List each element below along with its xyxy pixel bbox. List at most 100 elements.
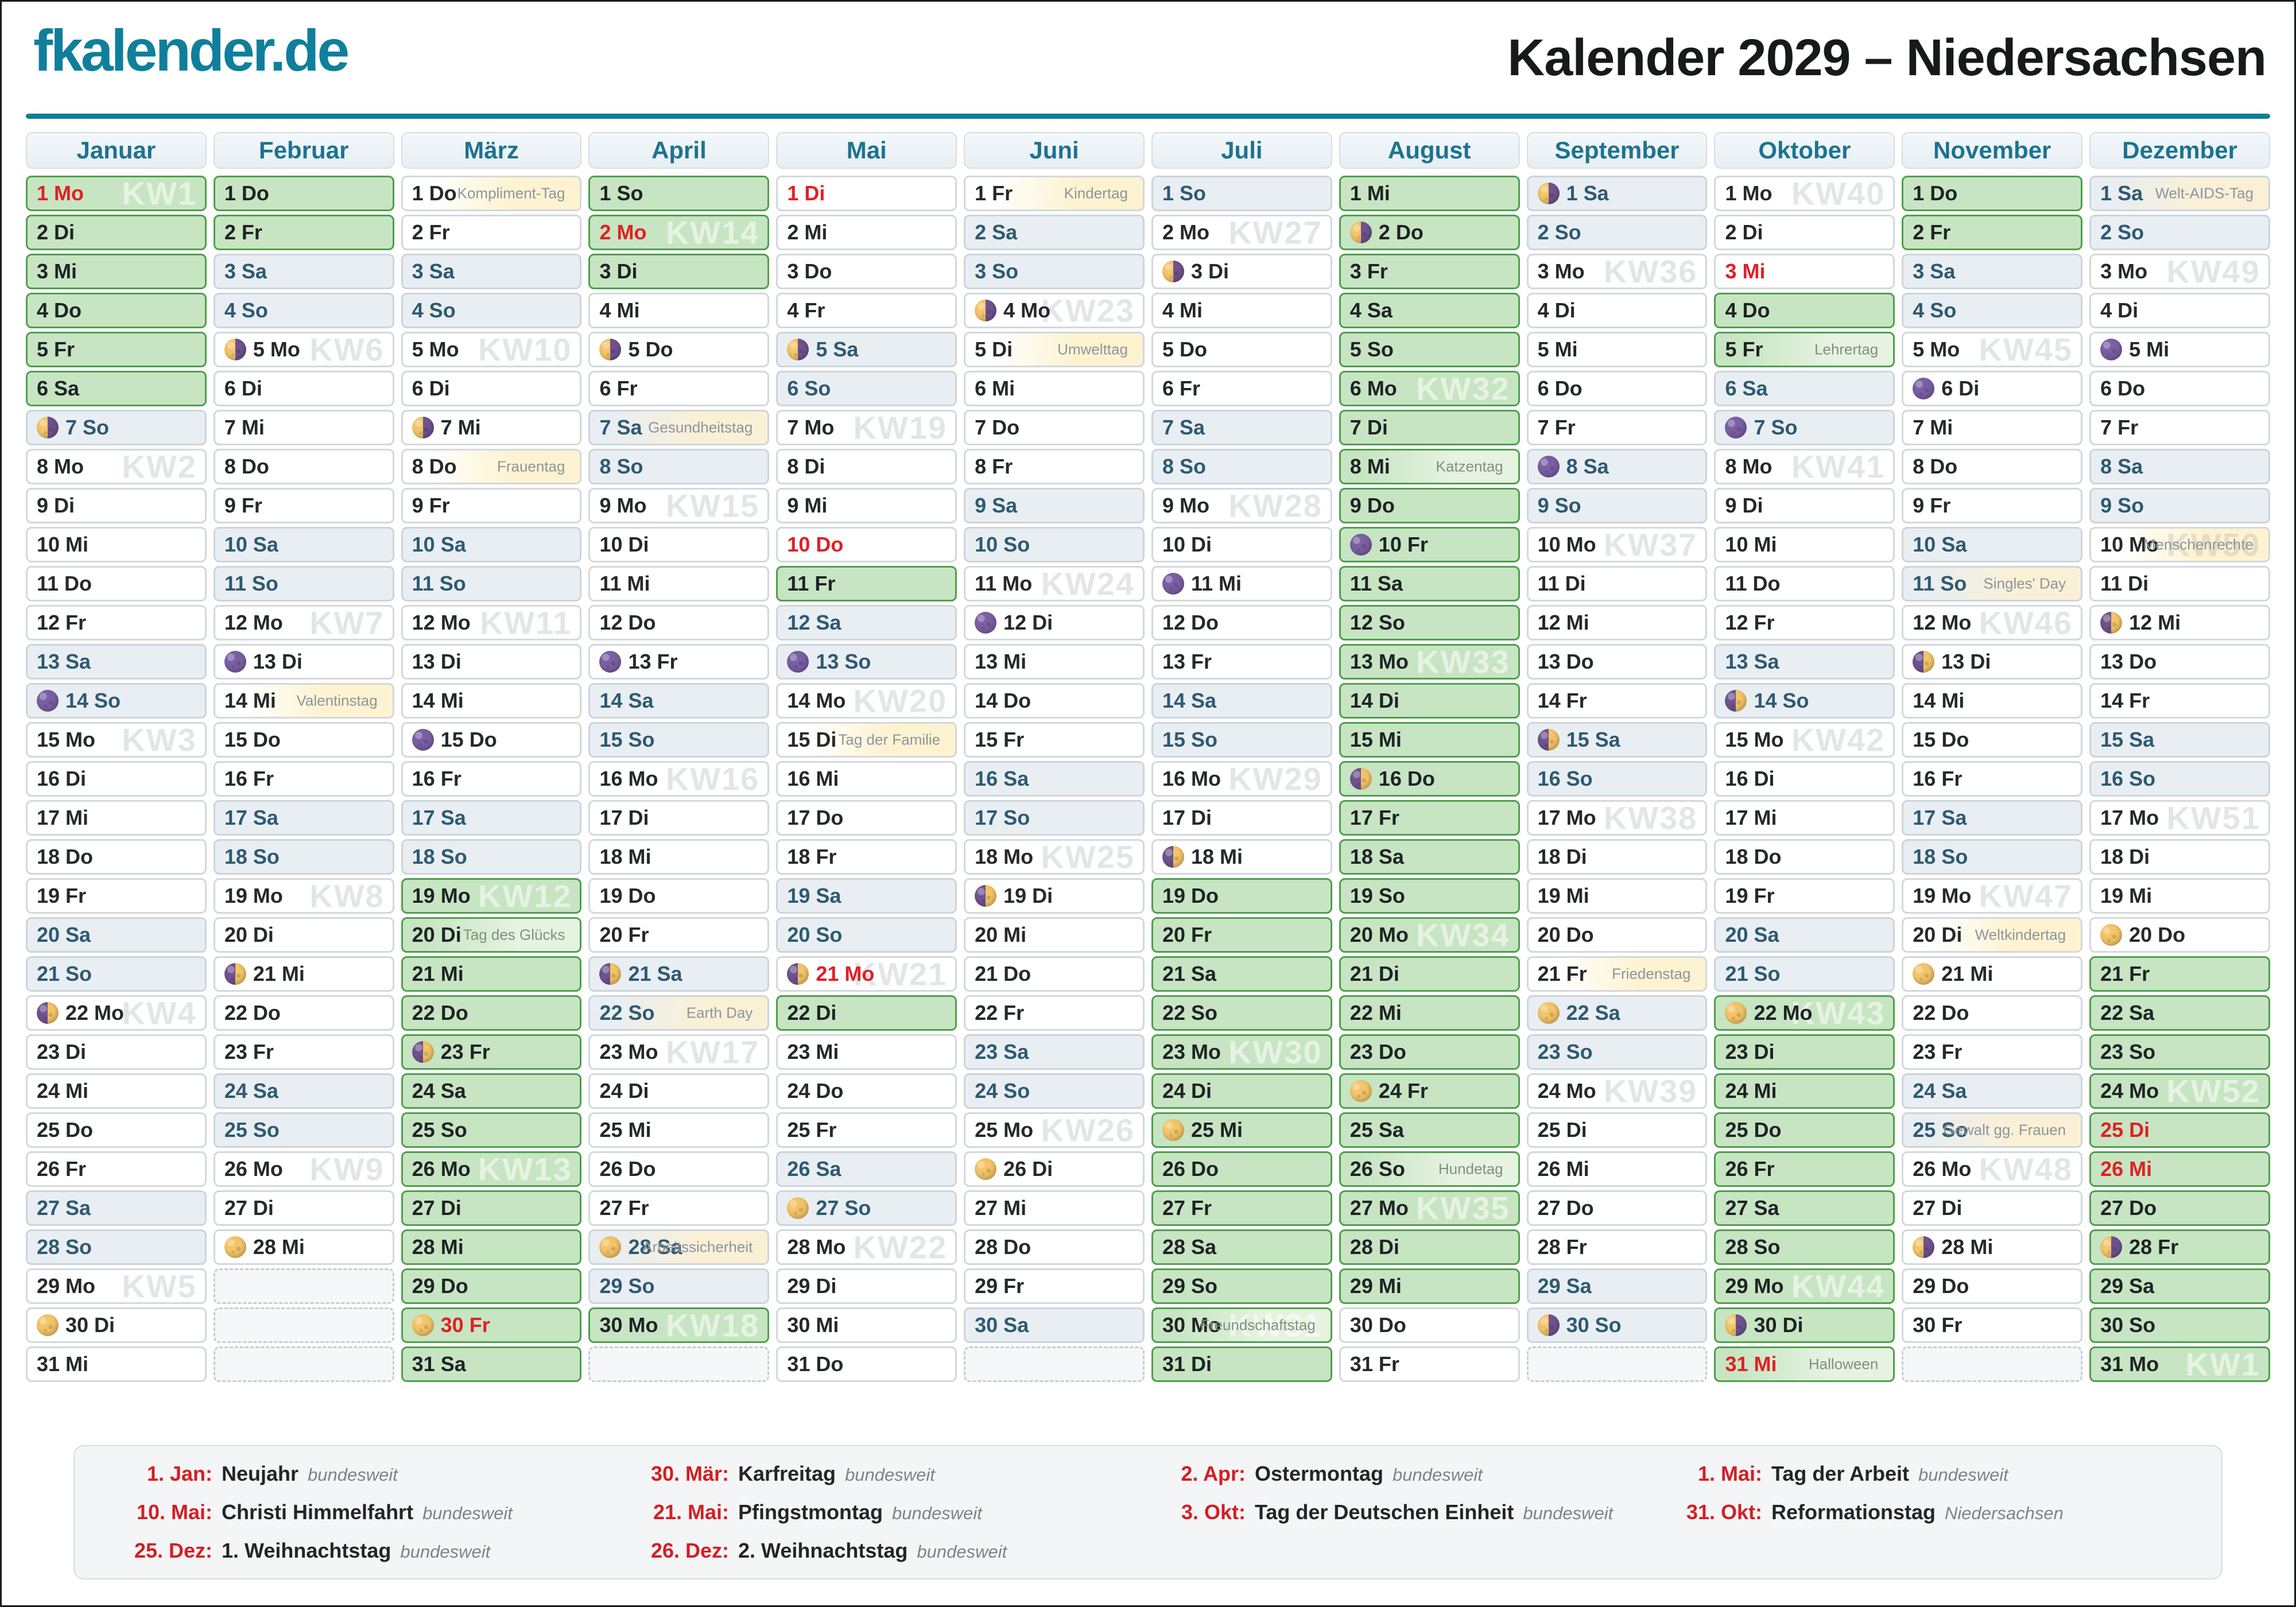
day-number-weekday: 21 So: [1725, 962, 1781, 985]
day-number-weekday: 22 So: [599, 1001, 655, 1024]
calendar-week-badge: KW43: [1791, 995, 1886, 1031]
moon-full-moon-icon: [975, 1158, 997, 1180]
day-cell: 13 Do: [2089, 644, 2270, 680]
empty-day-placeholder: [213, 1346, 394, 1382]
legend-holiday-name: Christi Himmelfahrt: [222, 1500, 414, 1524]
calendar-week-badge: KW33: [1416, 643, 1510, 680]
day-cell: 25 Fr: [776, 1112, 957, 1148]
day-cell: 12 Mi: [1526, 605, 1708, 641]
day-number-weekday: 23 Fr: [440, 1040, 490, 1063]
day-number-weekday: 14 So: [65, 689, 121, 712]
legend-holiday-name: Pfingstmontag: [738, 1500, 883, 1524]
day-number-weekday: 23 Di: [37, 1040, 87, 1063]
day-number-weekday: 18 Fr: [787, 845, 837, 868]
day-number-weekday: 1 Mo: [1725, 181, 1773, 205]
calendar-week-badge: KW48: [1979, 1151, 2073, 1187]
moon-new-moon-icon: [975, 612, 997, 634]
day-number-weekday: 18 Mi: [599, 845, 651, 868]
day-number-weekday: 7 Di: [1349, 416, 1388, 439]
day-cell: 24 Fr: [1339, 1073, 1520, 1109]
day-cell: KW21 21 Mo: [776, 956, 957, 992]
day-cell: 30 Di: [1714, 1307, 1895, 1343]
day-number-weekday: 12 Mi: [2129, 611, 2181, 634]
day-number-weekday: 16 Fr: [1913, 767, 1963, 790]
day-cell: 12 Di: [964, 605, 1145, 641]
calendar-week-badge: KW32: [1416, 370, 1510, 407]
day-cell: 23 So: [1526, 1034, 1708, 1070]
day-number-weekday: 26 Mi: [2100, 1157, 2152, 1181]
day-number-weekday: 14 Fr: [1537, 689, 1587, 712]
day-cell: 8 Mi Katzentag: [1339, 449, 1520, 484]
day-cell: 14 Mi: [1902, 683, 2083, 719]
day-number-weekday: 13 Fr: [628, 650, 678, 673]
day-cell: 18 Do: [26, 839, 207, 875]
day-cell: 24 Sa: [401, 1073, 582, 1109]
special-day-label: Valentinstag: [296, 692, 378, 709]
day-cell: KW1 31 Mo: [2089, 1346, 2270, 1383]
day-number-weekday: 4 Do: [1725, 298, 1770, 322]
day-number-weekday: 3 Do: [787, 259, 832, 283]
day-cell: 9 Fr: [213, 488, 394, 523]
day-cell: 13 Fr: [1151, 644, 1332, 680]
day-number-weekday: 5 Mo: [253, 337, 300, 361]
calendar-week-badge: KW25: [1041, 839, 1135, 875]
day-number-weekday: 9 So: [2100, 494, 2144, 517]
day-number-weekday: 1 Sa: [1566, 181, 1609, 205]
legend-holiday-name: Tag der Arbeit: [1771, 1461, 1910, 1485]
day-cell: 8 Do: [213, 449, 394, 484]
day-cell: 14 So: [1714, 683, 1895, 719]
day-cell: 3 Mi: [1714, 254, 1895, 289]
month-header: Februar: [213, 132, 394, 169]
day-cell: 26 Do: [588, 1151, 770, 1187]
moon-last-quarter-icon: [1537, 183, 1560, 204]
day-number-weekday: 20 Mi: [975, 923, 1027, 946]
day-cell: 30 Fr: [401, 1307, 582, 1343]
day-cell: 20 Do: [1526, 917, 1708, 953]
month-header: Oktober: [1714, 132, 1895, 169]
calendar-week-badge: KW26: [1041, 1112, 1135, 1148]
day-cell: 31 Do: [776, 1346, 957, 1382]
day-number-weekday: 1 Do: [412, 181, 457, 205]
day-cell: KW6 5 Mo: [213, 332, 394, 368]
day-number-weekday: 17 Di: [1162, 806, 1212, 829]
day-cell: 1 Do Kompliment-Tag: [401, 176, 582, 211]
legend-item: 2. Apr: Ostermontag bundesweit: [1148, 1462, 1665, 1486]
day-cell: 28 Sa: [1151, 1229, 1332, 1265]
day-number-weekday: 1 Mi: [1349, 181, 1390, 205]
day-cell: 20 Fr: [588, 917, 770, 953]
legend-item: 1. Mai: Tag der Arbeit bundesweit: [1665, 1462, 2181, 1486]
day-number-weekday: 13 Do: [1537, 650, 1594, 673]
calendar-week-badge: KW42: [1791, 721, 1886, 758]
day-number-weekday: 10 Di: [1162, 533, 1212, 556]
calendar-week-badge: KW23: [1041, 292, 1135, 329]
day-number-weekday: 23 Fr: [1913, 1040, 1963, 1063]
day-number-weekday: 26 Mo: [412, 1157, 471, 1181]
special-day-label: Weltkindertag: [1975, 926, 2066, 944]
day-cell: 17 Mi: [26, 800, 207, 836]
site-logo[interactable]: fkalender.de: [33, 18, 350, 83]
day-cell: 3 Sa: [213, 254, 394, 289]
day-cell: 21 So: [26, 956, 207, 992]
day-cell: 5 Do: [1151, 332, 1332, 367]
day-cell: 7 So: [26, 410, 207, 445]
day-number-weekday: 21 Mo: [816, 962, 875, 985]
header-divider: [26, 114, 2270, 119]
day-number-weekday: 5 Mi: [1537, 337, 1578, 361]
special-day-label: Arbeitssicherheit: [642, 1238, 753, 1256]
calendar-week-badge: KW4: [122, 995, 197, 1031]
legend-item: 31. Okt: Reformationstag Niedersachsen: [1665, 1500, 2181, 1524]
day-number-weekday: 24 Di: [599, 1079, 649, 1103]
day-number-weekday: 29 Di: [787, 1274, 837, 1298]
day-number-weekday: 24 Do: [787, 1079, 844, 1103]
day-number-weekday: 8 Do: [1913, 455, 1958, 478]
day-number-weekday: 10 Sa: [1913, 533, 1967, 556]
day-cell: KW15 9 Mo: [588, 488, 770, 524]
day-cell: 26 Mi: [2089, 1151, 2270, 1187]
day-number-weekday: 5 Mi: [2129, 337, 2170, 361]
day-number-weekday: 30 Sa: [975, 1313, 1029, 1337]
day-cell: 26 Sa: [776, 1151, 957, 1187]
day-cell: KW13 26 Mo: [401, 1151, 582, 1187]
day-cell: 26 Fr: [26, 1151, 207, 1187]
day-cell: 19 Mi: [1526, 878, 1708, 914]
day-number-weekday: 13 Di: [412, 650, 461, 673]
